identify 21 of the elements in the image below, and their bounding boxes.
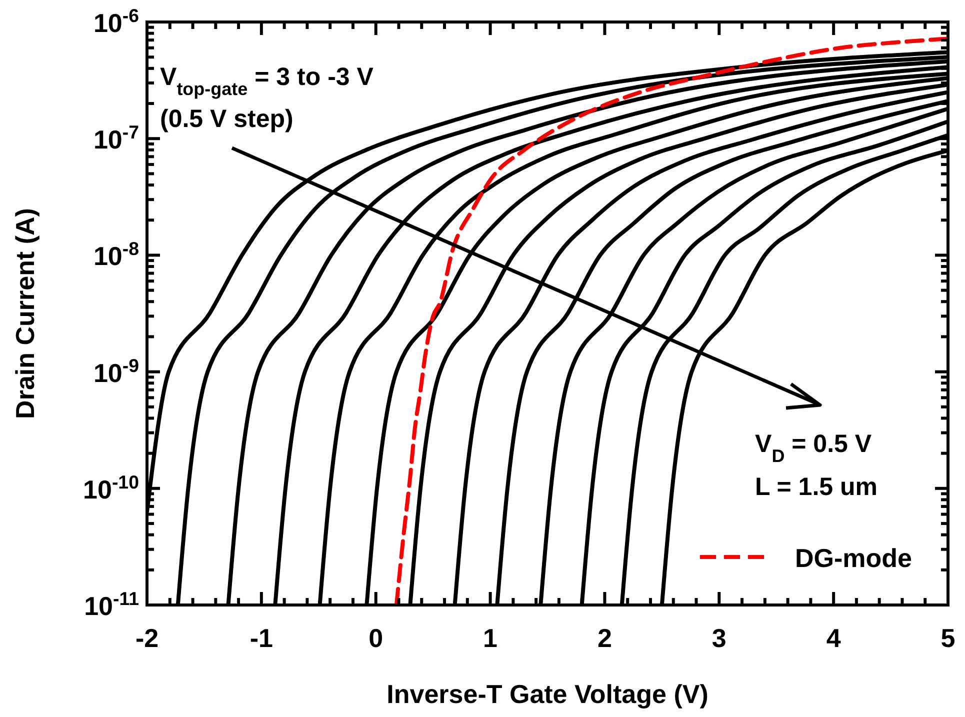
y-tick-label: 10$^{-7}$ [93,121,139,155]
legend-label: DG-mode [795,543,912,573]
x-tick-label: 2 [597,623,612,653]
x-tick-label: 3 [712,623,726,653]
y-axis-title: Drain Current (A) [10,208,40,419]
annotation: V$_{D}$ = 0.5 V [755,430,872,466]
x-tick-label: -1 [250,623,273,653]
x-tick-label: 5 [940,623,956,653]
x-axis-title: Inverse-T Gate Voltage (V) [386,679,708,709]
annotation: L = 1.5 um [755,473,878,501]
x-tick-label: 0 [368,623,384,653]
x-tick-label: -2 [135,623,159,653]
y-tick-label: 10$^{-11}$ [84,588,139,621]
y-tick-label: 10$^{-8}$ [93,238,139,272]
y-tick-label: 10$^{-10}$ [83,470,139,504]
annotation: V$_{top-gate}$ = 3 to -3 V [160,63,374,99]
x-tick-label: 1 [483,623,498,653]
annotation: (0.5 V step) [160,105,294,133]
y-tick-label: 10$^{-6}$ [93,4,139,38]
y-tick-label: 10$^{-9}$ [93,354,139,388]
x-tick-label: 4 [826,623,842,653]
